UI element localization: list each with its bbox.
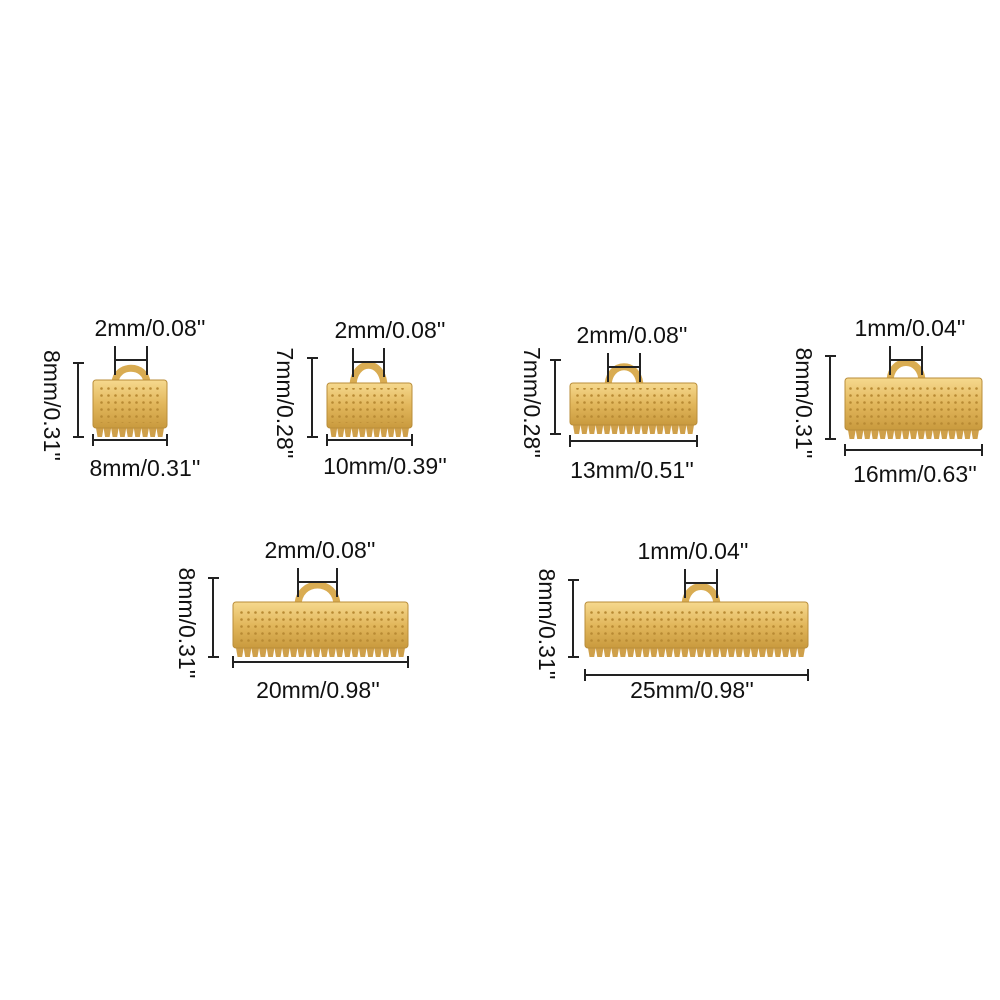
height-label: 8mm/0.31'' (791, 347, 817, 458)
clamp-texture (97, 385, 163, 423)
ribbon-clamp (92, 364, 168, 437)
width-dimension (326, 434, 413, 446)
loop-label: 2mm/0.08'' (334, 317, 445, 343)
loop-dimension (889, 346, 923, 375)
clamp-loop (294, 581, 341, 607)
clamp-texture (849, 383, 978, 425)
width-label: 25mm/0.98'' (630, 677, 754, 703)
clamp-teeth (236, 648, 405, 657)
loop-label: 1mm/0.04'' (637, 538, 748, 564)
clamp-teeth (330, 428, 409, 437)
loop-dimension (607, 353, 641, 382)
width-label: 16mm/0.63'' (853, 461, 977, 487)
height-dimension (550, 359, 561, 435)
height-dimension (568, 579, 579, 658)
clamp-teeth (588, 648, 805, 657)
loop-dimension (352, 348, 385, 377)
clamp-texture (574, 388, 693, 420)
ribbon-clamp (569, 363, 698, 434)
clamp-teeth (573, 425, 694, 434)
width-dimension (584, 669, 809, 681)
ribbon-clamp (232, 581, 409, 657)
clamp-texture (331, 388, 408, 423)
clamp-teeth (96, 428, 164, 437)
height-dimension (73, 362, 84, 438)
height-dimension (208, 577, 219, 658)
clamp-teeth (848, 430, 979, 439)
height-label: 8mm/0.31'' (39, 350, 65, 461)
height-dimension (825, 355, 836, 440)
height-label: 8mm/0.31'' (174, 567, 200, 678)
clamp-texture (589, 607, 804, 643)
width-dimension (232, 656, 409, 668)
height-label: 7mm/0.28'' (272, 347, 298, 458)
clamp-loop (681, 583, 721, 607)
clamp-loop (111, 364, 151, 385)
width-label: 8mm/0.31'' (89, 455, 200, 481)
loop-dimension (297, 568, 338, 597)
ribbon-clamp (326, 361, 413, 437)
width-dimension (92, 434, 168, 446)
clamp-loop (349, 361, 388, 388)
width-dimension (569, 435, 698, 447)
height-dimension (307, 357, 318, 438)
loop-label: 1mm/0.04'' (854, 315, 965, 341)
width-label: 13mm/0.51'' (570, 457, 694, 483)
ribbon-clamp (844, 359, 983, 439)
clamp-texture (237, 607, 404, 643)
loop-dimension (684, 569, 718, 598)
loop-label: 2mm/0.08'' (264, 537, 375, 563)
width-label: 20mm/0.98'' (256, 677, 380, 703)
height-label: 8mm/0.31'' (534, 568, 560, 679)
width-label: 10mm/0.39'' (323, 453, 447, 479)
loop-dimension (114, 346, 148, 375)
width-dimension (844, 444, 983, 456)
height-label: 7mm/0.28'' (519, 347, 545, 458)
loop-label: 2mm/0.08'' (94, 315, 205, 341)
ribbon-clamp (584, 583, 809, 657)
loop-label: 2mm/0.08'' (576, 322, 687, 348)
